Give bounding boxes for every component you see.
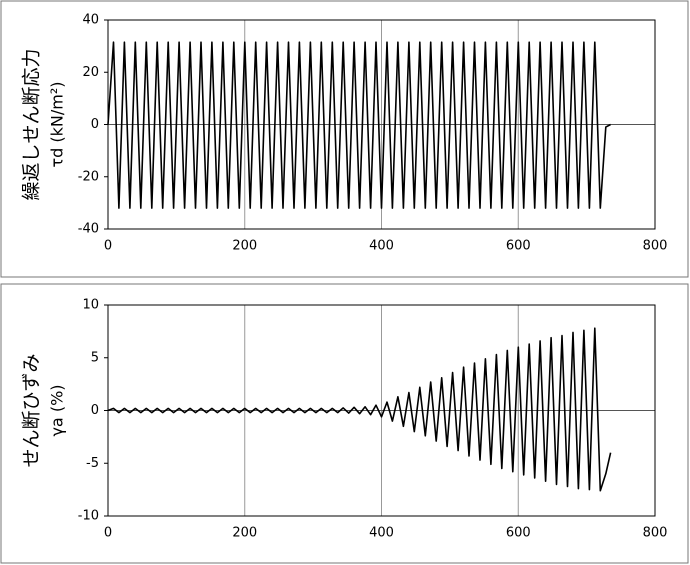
data-line (107, 41, 611, 209)
x-tick-label: 0 (104, 239, 112, 254)
y-tick-label: 0 (91, 117, 99, 132)
y-axis-label: せん断ひずみ (21, 353, 43, 467)
y-tick-label: 20 (82, 65, 99, 80)
panel-frame (0, 0, 689, 278)
y-axis-label: γa (%) (48, 384, 67, 436)
data-line (107, 327, 612, 492)
y-tick-label: -5 (86, 456, 99, 471)
y-axis-label: 繰返しせん断応力 (21, 48, 43, 200)
y-tick-label: 5 (91, 350, 99, 365)
y-tick-label: -10 (78, 509, 99, 524)
x-tick-label: 600 (506, 526, 531, 541)
panel-frame (0, 283, 689, 564)
x-tick-label: 200 (232, 526, 257, 541)
x-tick-label: 200 (232, 239, 257, 254)
x-tick-label: 0 (104, 526, 112, 541)
x-tick-label: 800 (643, 239, 668, 254)
x-tick-label: 800 (643, 526, 668, 541)
y-tick-label: -40 (78, 222, 99, 237)
y-tick-label: 40 (82, 13, 99, 28)
y-tick-label: -20 (78, 169, 99, 184)
y-axis-label: τd (kN/m²) (48, 82, 67, 168)
x-tick-label: 400 (369, 239, 394, 254)
x-tick-label: 400 (369, 526, 394, 541)
y-tick-label: 10 (82, 298, 99, 313)
y-tick-label: 0 (91, 403, 99, 418)
x-tick-label: 600 (506, 239, 531, 254)
